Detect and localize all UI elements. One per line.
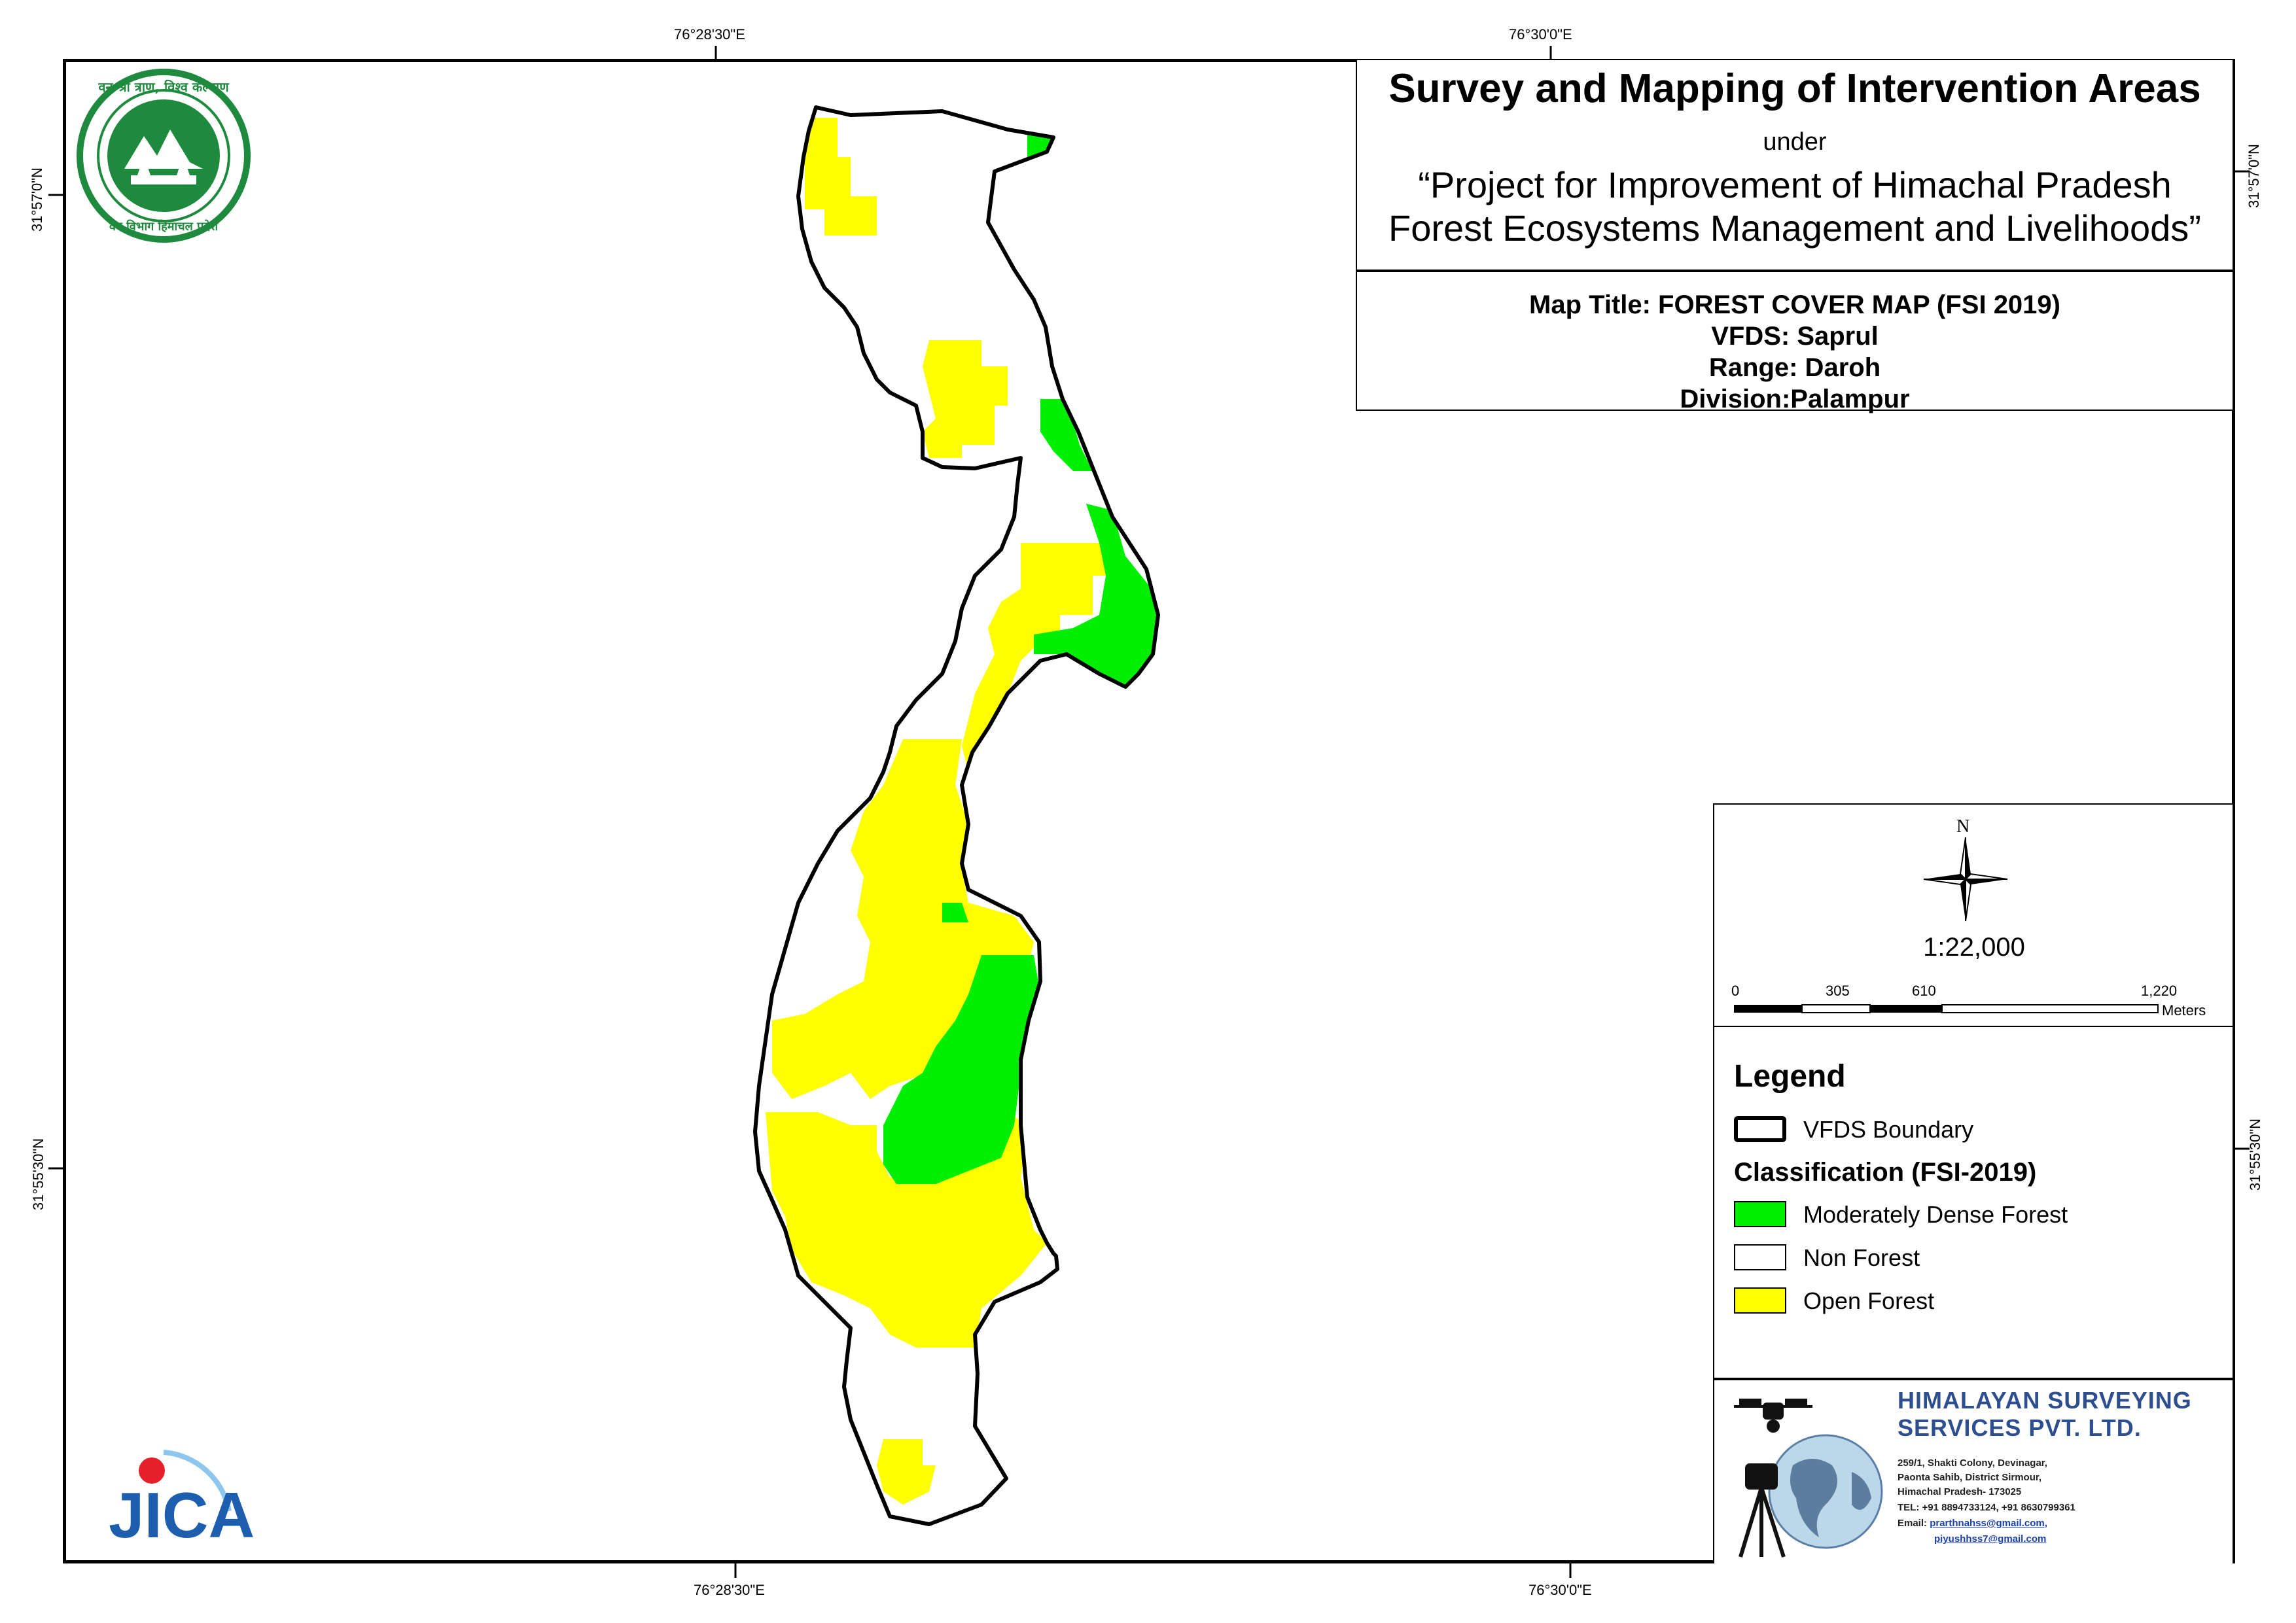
company-address-1: 259/1, Shakti Colony, Devinagar, — [1898, 1457, 2047, 1469]
scale-tick-1220: 1,220 — [2141, 983, 2178, 999]
company-email-2[interactable]: piyushhss7@gmail.com — [1934, 1533, 2047, 1544]
jica-logo-text: JICA — [109, 1479, 255, 1551]
graticule-ticks — [48, 46, 2250, 1578]
coord-top-2: 76°30'0"E — [1509, 26, 1572, 43]
forest-cover-layer — [755, 107, 1158, 1524]
coord-top-1: 76°28'30"E — [674, 26, 745, 43]
vfds-boundary — [753, 105, 1160, 1526]
company-panel: HIMALAYAN SURVEYING SERVICES PVT. LTD. 2… — [1713, 1379, 2233, 1563]
range-name: Range: Daroh — [1708, 353, 1881, 382]
legend-label-open-forest: Open Forest — [1803, 1287, 1935, 1314]
scale-panel: N 1:22,000 0 305 610 1,220 Meters — [1713, 803, 2233, 1026]
scale-bar — [1734, 1004, 2159, 1013]
scale-ratio: 1:22,000 — [1923, 933, 2025, 962]
hp-logo-text-bottom: वन विभाग हिमाचल प्रदेश — [109, 219, 219, 234]
jica-logo: JICA — [109, 1450, 255, 1551]
main-title: Survey and Mapping of Intervention Areas — [1388, 66, 2201, 111]
vfds-name: VFDS: Saprul — [1711, 322, 1879, 351]
scale-tick-305: 305 — [1826, 983, 1850, 999]
company-email-row: Email: prarthnahss@gmail.com, — [1898, 1518, 2047, 1529]
moderately-dense-patches — [883, 131, 1158, 1184]
map-info-panel: Map Title: FOREST COVER MAP (FSI 2019) V… — [1356, 271, 2233, 413]
legend-label-boundary: VFDS Boundary — [1803, 1116, 1974, 1143]
company-name-line-1: HIMALAYAN SURVEYING — [1898, 1387, 2192, 1414]
map-title: Map Title: FOREST COVER MAP (FSI 2019) — [1529, 290, 2060, 319]
legend-title: Legend — [1734, 1059, 1846, 1094]
drone-icon — [1734, 1399, 1812, 1433]
legend-swatch-non-forest — [1734, 1244, 1786, 1270]
company-logo — [1734, 1399, 1883, 1558]
company-email-label: Email: — [1898, 1518, 1928, 1529]
scale-unit: Meters — [2162, 1002, 2206, 1019]
company-phone: TEL: +91 8894733124, +91 8630799361 — [1898, 1502, 2075, 1513]
coord-bottom-2: 76°30'0"E — [1528, 1582, 1592, 1598]
company-address-2: Paonta Sahib, District Sirmour, — [1898, 1472, 2042, 1483]
classification-title: Classification (FSI-2019) — [1734, 1158, 2037, 1187]
division-name: Division:Palampur — [1680, 385, 1910, 413]
company-name-line-2: SERVICES PVT. LTD. — [1898, 1414, 2142, 1441]
title-panel: Survey and Mapping of Intervention Areas… — [1356, 60, 2233, 271]
coord-bottom-1: 76°28'30"E — [694, 1582, 765, 1598]
legend-panel: Legend VFDS Boundary Classification (FSI… — [1713, 1026, 2233, 1379]
tripod-icon — [1739, 1463, 1786, 1558]
legend-swatch-open-forest — [1734, 1287, 1786, 1314]
legend-label-moderately-dense: Moderately Dense Forest — [1803, 1201, 2068, 1228]
legend-swatch-moderately-dense — [1734, 1201, 1786, 1227]
north-arrow-icon — [1923, 837, 2008, 922]
hp-forest-logo — [77, 69, 251, 243]
legend-swatch-boundary — [1734, 1116, 1786, 1142]
north-label: N — [1956, 816, 1970, 837]
hp-logo-text-top: वन श्री त्राण, विश्व कल्याण — [97, 79, 230, 95]
legend-label-non-forest: Non Forest — [1803, 1244, 1920, 1271]
project-title: “Project for Improvement of Himachal Pra… — [1357, 164, 2233, 250]
project-line-2: Forest Ecosystems Management and Livelih… — [1388, 207, 2201, 249]
scale-tick-0: 0 — [1731, 983, 1740, 999]
company-email-1[interactable]: prarthnahss@gmail.com, — [1930, 1518, 2047, 1529]
company-address-3: Himachal Pradesh- 173025 — [1898, 1486, 2022, 1497]
scale-tick-610: 610 — [1912, 983, 1936, 999]
under-text: under — [1763, 128, 1827, 156]
project-line-1: “Project for Improvement of Himachal Pra… — [1418, 164, 2172, 205]
